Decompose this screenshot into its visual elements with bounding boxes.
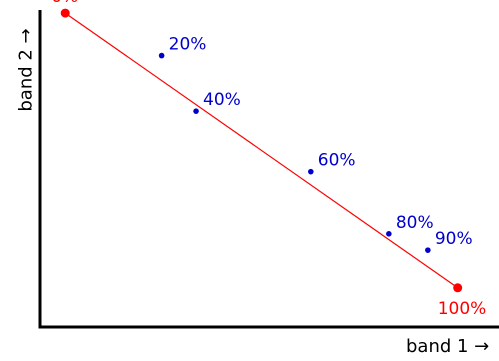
data-point [158, 52, 165, 59]
endpoint-marker [60, 8, 70, 18]
data-point-label: 20% [169, 35, 207, 55]
data-point [386, 231, 392, 237]
data-point [193, 108, 199, 114]
endpoint-label: 100% [438, 299, 487, 319]
endpoint-label: 0% [51, 0, 78, 7]
trend-line [64, 12, 459, 289]
data-point [425, 247, 431, 253]
data-point-label: 80% [396, 213, 434, 233]
endpoint-marker [453, 283, 463, 293]
data-point [308, 168, 314, 175]
x-axis-label: band 1 → [406, 336, 490, 357]
data-point-label: 60% [318, 151, 356, 171]
data-point-label: 90% [435, 229, 473, 249]
y-axis-label: band 2 → [15, 28, 37, 112]
axes [38, 10, 499, 329]
data-point-label: 40% [203, 90, 241, 110]
